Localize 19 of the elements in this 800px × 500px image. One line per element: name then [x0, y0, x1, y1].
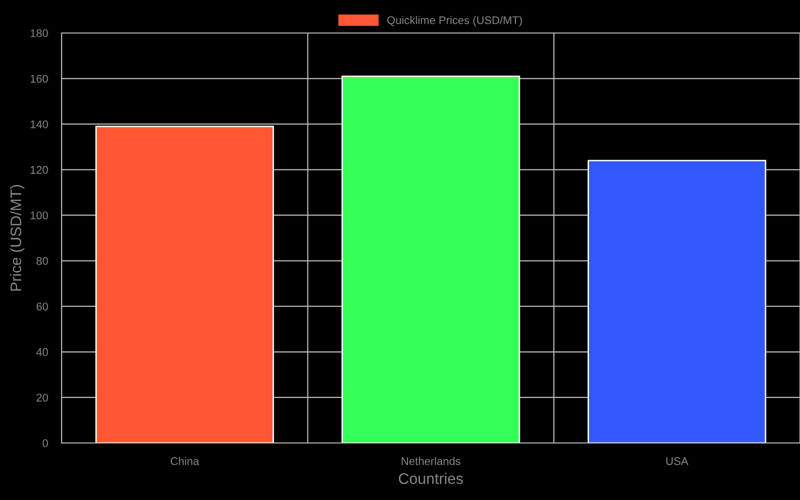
y-tick-label: 140 [30, 120, 48, 128]
y-tick-label: 100 [30, 211, 48, 220]
y-tick-label: 180 [30, 29, 48, 38]
bar [588, 160, 766, 443]
y-tick-label: 120 [30, 166, 48, 174]
x-tick-label: Netherlands [402, 456, 460, 466]
y-tick-label: 20 [36, 394, 48, 402]
bar [95, 126, 274, 443]
y-tick-label: 160 [30, 74, 48, 83]
y-tick-label: 40 [36, 348, 48, 356]
x-tick-label: China [170, 456, 200, 466]
y-tick-label: 0 [42, 439, 48, 448]
y-tick-label: 80 [36, 257, 48, 265]
y-tick-label: 60 [36, 302, 48, 310]
y-axis-title: Price (USD/MT) [10, 185, 24, 291]
x-axis-title: Countries [398, 472, 463, 484]
bar [341, 76, 520, 443]
x-tick-label: USA [666, 457, 688, 466]
legend-label: Quicklime Prices (USD/MT) [387, 16, 522, 26]
